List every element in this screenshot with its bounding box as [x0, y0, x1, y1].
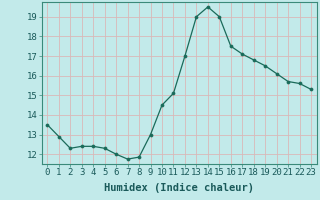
X-axis label: Humidex (Indice chaleur): Humidex (Indice chaleur): [104, 183, 254, 193]
